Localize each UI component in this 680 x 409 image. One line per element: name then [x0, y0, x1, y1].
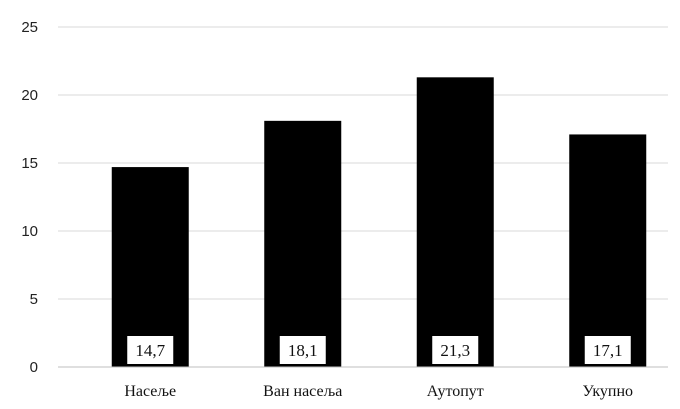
y-axis-tick-labels: 0 5 10 15 20 25 — [21, 19, 38, 376]
data-label: 14,7 — [135, 341, 165, 360]
x-category-label: Насеље — [124, 383, 176, 400]
bars — [111, 77, 647, 367]
x-category-label: Ван насеља — [263, 383, 342, 400]
bar — [264, 120, 342, 367]
y-tick-label: 20 — [21, 87, 38, 104]
data-label: 18,1 — [288, 341, 318, 360]
bar — [416, 77, 494, 367]
data-labels: 14,7 18,1 21,3 17,1 — [127, 336, 631, 364]
bar — [111, 167, 189, 367]
data-label-box — [279, 336, 326, 364]
x-axis-category-labels: Насеље Ван насеља Аутопут Укупно — [124, 383, 633, 400]
data-label-box — [127, 336, 174, 364]
y-tick-label: 10 — [21, 223, 38, 240]
x-category-label: Укупно — [582, 383, 633, 400]
y-tick-label: 5 — [30, 291, 38, 308]
y-tick-label: 15 — [21, 155, 38, 172]
data-label: 21,3 — [440, 341, 470, 360]
bar — [569, 134, 647, 367]
data-label-box — [432, 336, 479, 364]
x-category-label: Аутопут — [427, 383, 484, 400]
data-label-box — [584, 336, 631, 364]
data-label: 17,1 — [593, 341, 623, 360]
y-tick-label: 0 — [30, 359, 38, 376]
y-tick-label: 25 — [21, 19, 38, 36]
